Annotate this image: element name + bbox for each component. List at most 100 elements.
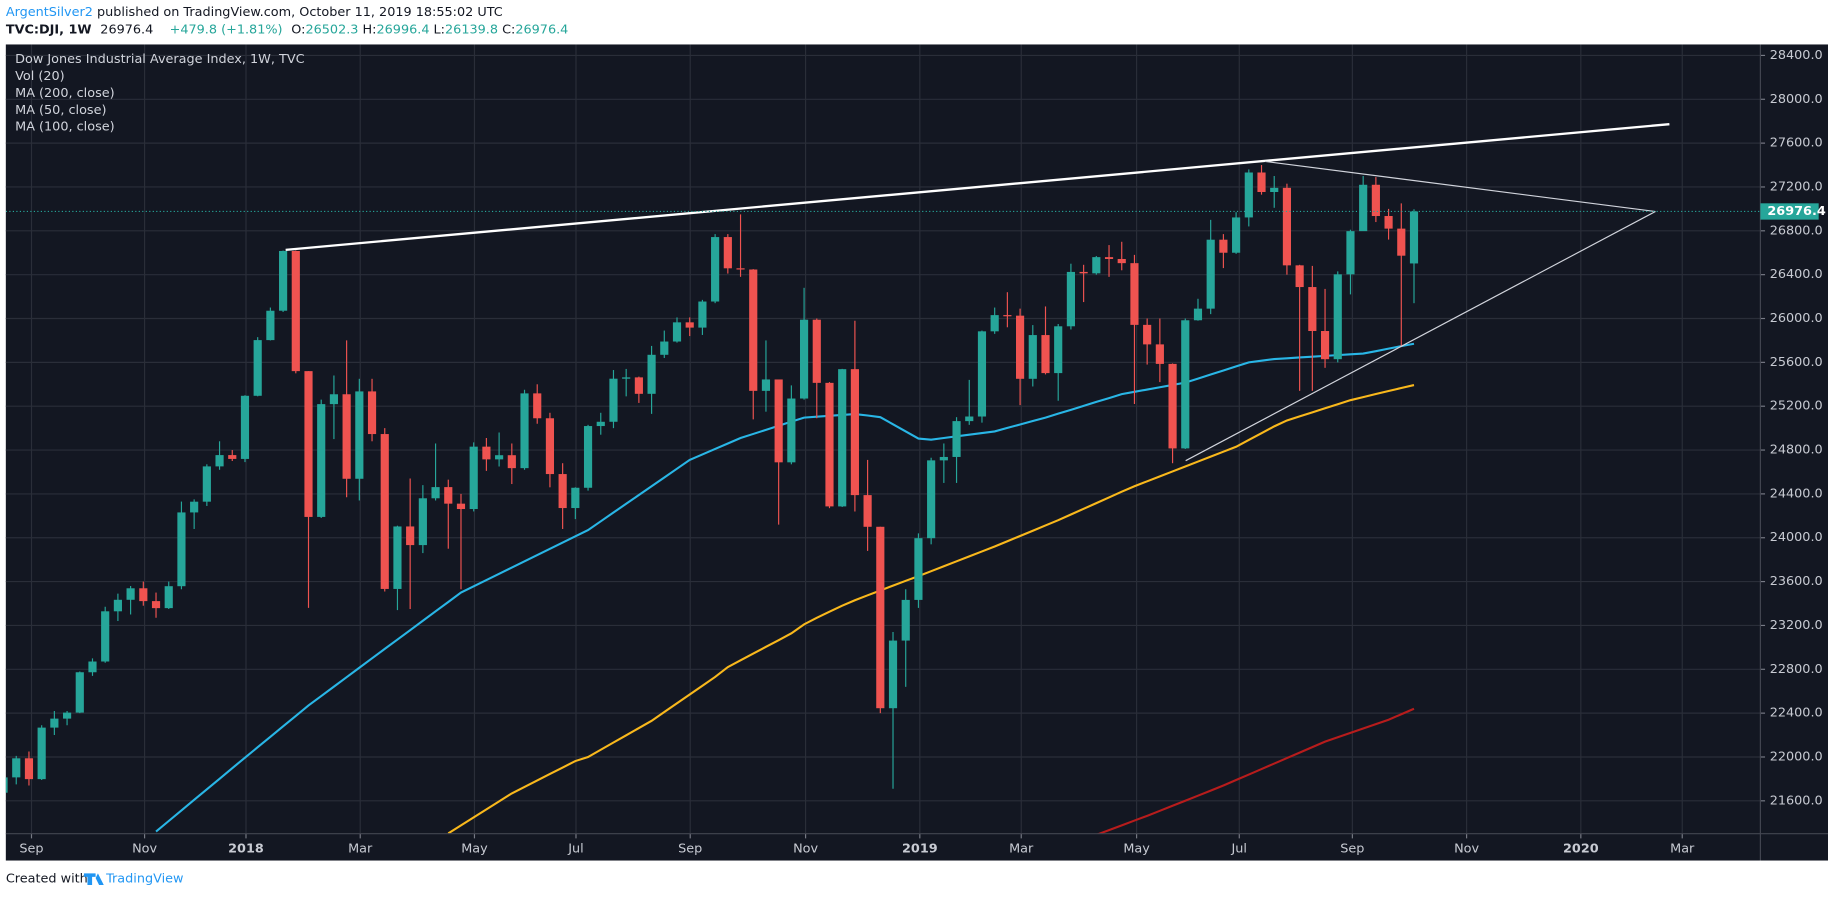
y-tick-label: 27200.0 [1770,179,1823,194]
legend: Dow Jones Industrial Average Index, 1W, … [15,52,304,135]
ohlc-value: 26139.8 [445,22,498,37]
trendline [285,122,1670,252]
candle-body [291,250,300,372]
candle-body [1346,231,1355,275]
plot-background [5,44,1828,861]
candle-body [507,455,516,469]
candle-body [240,395,250,459]
candle-body [1104,257,1114,259]
brand[interactable]: TradingView [105,872,183,887]
y-tick-label: 27600.0 [1770,136,1823,151]
x-tick-label: Mar [1009,841,1034,856]
legend-entry: Dow Jones Industrial Average Index, 1W, … [15,52,304,67]
y-tick-label: 26000.0 [1770,311,1823,326]
candle-body [1117,258,1126,264]
candle-body [469,446,478,510]
candle-body [977,331,987,417]
candle-body [1193,308,1203,321]
candle-body [1028,335,1037,379]
candle-body [850,369,859,496]
author[interactable]: ArgentSilver2 [6,4,93,19]
candle-body [711,237,720,302]
ohlc-label: C: [502,22,515,37]
ohlc-label: O: [291,22,305,37]
candle-body [1384,216,1393,229]
candle-body [1130,263,1139,325]
candle-body [1016,315,1025,379]
candle-body [1257,172,1266,193]
candle-body [952,421,961,457]
legend-entry: MA (50, close) [15,103,106,118]
candle-body [164,586,173,609]
candle-body [1079,271,1088,274]
candle-body [1244,172,1253,218]
candle-body [329,394,338,405]
x-tick-label: May [1123,841,1150,856]
y-tick-label: 24400.0 [1770,486,1823,501]
x-tick-label: 2018 [228,841,264,856]
candle-body [1308,287,1317,332]
candle-body [406,526,415,546]
header-line: ArgentSilver2 published on TradingView.c… [6,4,503,19]
ohlc-label: L: [434,22,445,37]
candle-body [1359,184,1368,232]
candle-body [901,599,910,641]
x-tick-label: 2020 [1563,841,1599,856]
candle-body [1333,274,1342,360]
candle-body [151,601,161,609]
candle-body [1219,239,1228,253]
candle-body [24,758,34,780]
candle-body [495,455,504,460]
candle-body [1003,315,1012,317]
trendline [1185,211,1656,462]
candle-body [914,538,923,600]
symbol: TVC:DJI, 1W [6,22,92,37]
candle-body [609,378,618,422]
candle-body [660,341,669,355]
legend-entry: MA (100, close) [15,120,115,135]
candle-body [1181,320,1190,449]
x-tick-label: Sep [678,841,702,856]
candle-body [139,588,148,602]
candle-body [761,379,771,391]
candle-body [583,426,593,488]
candle-body [698,301,707,328]
candle-body [965,416,974,422]
candle-body [37,727,46,780]
y-tick-label: 22400.0 [1770,706,1823,721]
candle-body [545,418,555,475]
candle-body [101,611,110,662]
x-tick-label: Nov [1454,841,1479,856]
candle-body [825,382,834,507]
candle-body [444,487,453,504]
candle-body [571,487,580,509]
candle-body [558,474,567,509]
brand-logo[interactable] [83,873,104,886]
ohlc-label: H: [363,22,377,37]
candle-body [456,503,466,510]
change: +479.8 (+1.81%) [170,22,283,37]
x-tick-label: Nov [793,841,818,856]
x-tick-label: Mar [1670,841,1695,856]
candle-body [520,393,529,469]
candle-body [863,495,872,527]
candle-body [50,718,59,728]
x-tick-label: Jul [567,841,583,856]
y-tick-label: 23200.0 [1770,618,1823,633]
candle-body [736,268,745,270]
axes: 21600.0 22000.0 22400.0 22800.0 23200.0 23600… [5,44,1828,861]
candle-body [1168,363,1177,449]
candle-body [622,377,631,379]
candle-body [1143,324,1152,345]
y-tick-label: 21600.0 [1770,793,1823,808]
candle-body [126,588,135,600]
last-price-label: 26976.4 [1767,204,1825,219]
candle-body [685,322,694,328]
candle-body [304,371,313,517]
ma-line [447,384,1415,834]
candle-body [1282,187,1292,266]
y-tick-label: 25200.0 [1770,399,1823,414]
candle-body [1320,331,1330,360]
candle-body [12,758,21,778]
